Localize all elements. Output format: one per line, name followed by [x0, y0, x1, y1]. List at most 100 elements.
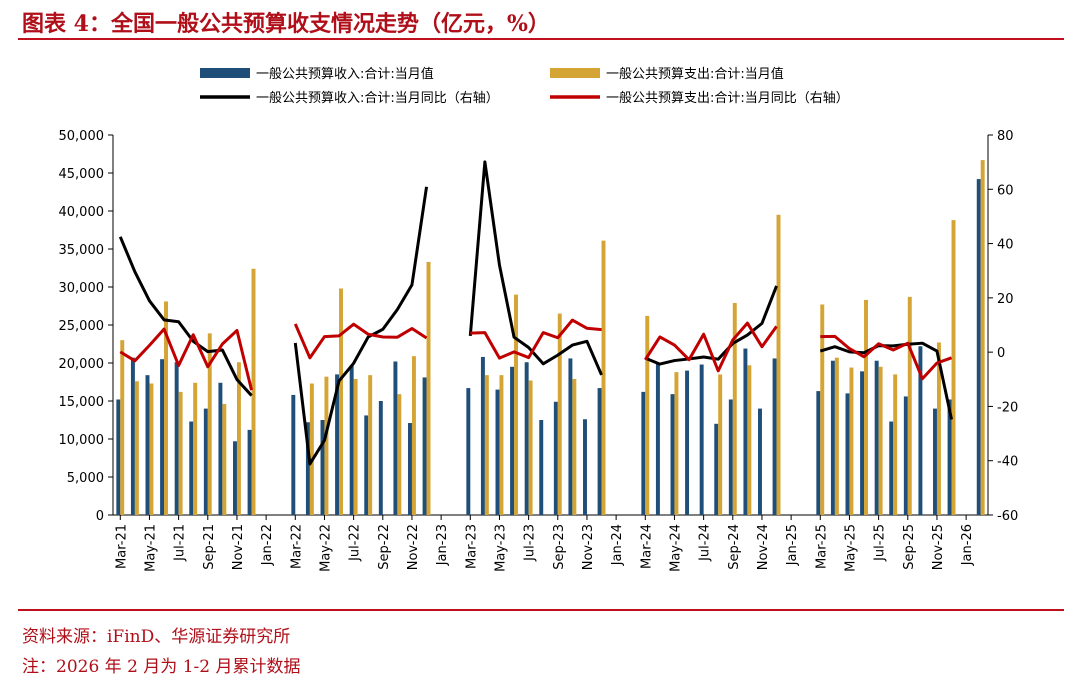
revenue-bar	[830, 360, 835, 515]
x-tick-label: Mar-21	[114, 524, 129, 569]
revenue-bar	[203, 408, 208, 515]
revenue-bar	[655, 363, 660, 515]
x-tick-label: Jul-21	[173, 524, 188, 562]
x-tick-label: Mar-23	[464, 524, 479, 569]
expenditure-bar	[557, 313, 562, 515]
revenue-bar	[218, 382, 223, 515]
expenditure-bar	[411, 356, 416, 515]
left-tick-label: 45,000	[59, 167, 105, 182]
revenue-bar	[947, 399, 952, 515]
revenue-bar	[320, 420, 325, 515]
x-tick-label: May-22	[318, 524, 333, 572]
x-tick-label: Jan-26	[960, 524, 975, 566]
legend-label-revenue: 一般公共预算收入:合计:当月值	[256, 66, 434, 82]
expenditure-bar	[236, 362, 241, 515]
right-tick-label: 80	[997, 129, 1014, 144]
axes: 0 5,000 10,000 15,000 20,000 25,000 30,000 35,0…	[59, 129, 1019, 572]
revenue-bar	[130, 357, 135, 515]
revenue-bar	[305, 422, 310, 515]
x-tick-label: Jul-22	[348, 524, 363, 562]
revenue-bar	[335, 374, 340, 515]
expenditure-bar	[397, 394, 402, 515]
x-tick-label: May-24	[668, 524, 683, 572]
x-tick-label: May-23	[493, 524, 508, 572]
revenue-bar	[408, 423, 412, 515]
expenditure-bar	[149, 383, 154, 515]
bars	[116, 160, 985, 516]
x-tick-label: Jan-22	[260, 524, 275, 566]
revenue-bar	[889, 421, 894, 515]
expenditure-bar	[251, 268, 256, 515]
expenditure-bar	[353, 378, 358, 515]
revenue-bar	[145, 375, 150, 515]
expenditure-bar	[134, 381, 139, 515]
expenditure-bar	[426, 261, 431, 515]
expenditure-bar	[528, 380, 533, 515]
expenditure-bar	[849, 367, 854, 515]
expenditure-bar	[645, 315, 650, 515]
revenue-bar	[247, 429, 252, 515]
revenue-bar	[510, 366, 515, 515]
expenditure-bar	[193, 382, 198, 515]
revenue-bar	[393, 361, 398, 515]
revenue-bar	[743, 348, 748, 515]
expenditure-bar	[732, 302, 737, 515]
revenue-bar	[189, 421, 194, 515]
right-tick-label: -60	[997, 509, 1018, 524]
revenue-bar	[918, 346, 923, 515]
expenditure-bar	[601, 240, 606, 515]
right-tick-label: 20	[997, 292, 1014, 307]
x-tick-label: Sep-25	[902, 524, 917, 570]
x-tick-label: Nov-25	[931, 524, 946, 570]
left-tick-label: 5,000	[67, 471, 104, 486]
revenue-bar	[466, 388, 471, 515]
right-tick-label: -20	[997, 400, 1018, 415]
revenue-bar	[772, 358, 777, 515]
x-tick-label: Nov-24	[756, 524, 771, 570]
left-tick-label: 50,000	[59, 129, 105, 144]
x-tick-label: Jan-23	[435, 524, 450, 566]
revenue-bar	[524, 362, 529, 515]
expenditure-bar	[776, 214, 781, 516]
x-tick-label: Sep-22	[377, 524, 392, 570]
x-tick-label: Sep-21	[202, 524, 217, 570]
expenditure-bar	[309, 383, 314, 515]
x-tick-label: Nov-23	[581, 524, 596, 570]
x-tick-label: Mar-25	[814, 524, 829, 569]
x-tick-label: Jul-25	[873, 524, 888, 562]
revenue-bar	[568, 358, 573, 515]
expenditure-bar	[514, 294, 518, 515]
right-tick-label: 0	[997, 346, 1005, 361]
revenue-bar	[933, 408, 937, 515]
left-tick-label: 0	[96, 509, 104, 524]
x-tick-label: Jul-24	[698, 524, 713, 562]
revenue-bar	[378, 401, 383, 515]
legend-label-revenue-yoy: 一般公共预算收入:合计:当月同比（右轴）	[256, 90, 499, 106]
left-tick-label: 35,000	[59, 243, 105, 258]
expenditure-bar	[674, 372, 679, 515]
source-text: 资料来源：iFinD、华源证券研究所	[22, 627, 291, 647]
expenditure-bar	[893, 374, 898, 515]
expenditure-bar	[339, 288, 343, 515]
revenue-bar	[495, 389, 500, 515]
revenue-bar	[233, 441, 237, 515]
expenditure-bar	[951, 220, 956, 515]
expenditure-bar	[878, 366, 883, 515]
expenditure-bar	[907, 296, 912, 515]
revenue-bar	[291, 394, 296, 515]
left-tick-label: 25,000	[59, 319, 105, 334]
legend: 一般公共预算收入:合计:当月值 一般公共预算支出:合计:当月值 一般公共预算收入…	[200, 66, 849, 106]
revenue-bar	[553, 401, 558, 515]
revenue-bar	[174, 362, 179, 515]
expenditure-bar	[572, 378, 577, 515]
legend-label-expenditure-yoy: 一般公共预算支出:合计:当月同比（右轴）	[606, 90, 849, 106]
legend-label-expenditure: 一般公共预算支出:合计:当月值	[606, 66, 784, 82]
right-tick-label: 40	[997, 238, 1014, 253]
revenue-bar	[903, 396, 908, 515]
revenue-bar	[976, 179, 981, 515]
left-tick-label: 15,000	[59, 395, 105, 410]
x-tick-label: Mar-24	[639, 524, 654, 569]
left-tick-label: 40,000	[59, 205, 105, 220]
expenditure-bar	[499, 375, 504, 515]
revenue-bar	[699, 364, 704, 515]
